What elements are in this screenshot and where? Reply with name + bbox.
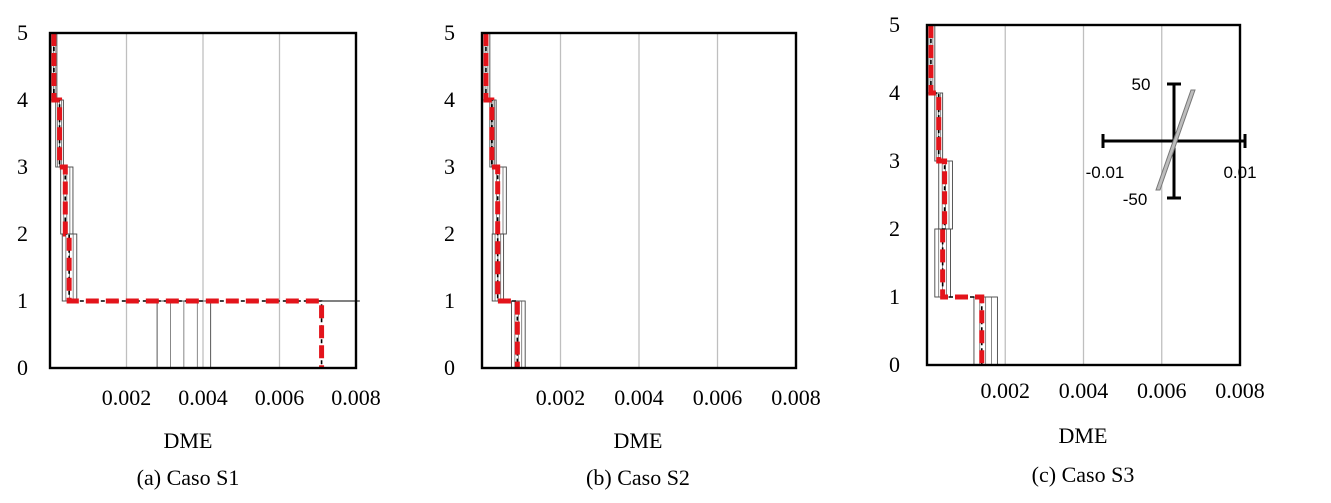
y-tick-label: 2	[17, 221, 28, 246]
y-tick-label: 0	[444, 355, 455, 380]
x-axis-title: DME	[164, 428, 213, 453]
x-axis-title: DME	[1059, 423, 1108, 448]
panel-caption: (a) Caso S1	[137, 465, 240, 490]
plot-frame	[480, 31, 798, 370]
x-tick-label: 0.004	[614, 385, 664, 410]
chart-panel-1: 0 1 2 3 4 5 0.002 0.004 0.006 0.008 DME (a) Caso S1	[17, 20, 381, 490]
y-tick-label: 1	[17, 288, 28, 313]
inset-x-label: 0.01	[1223, 163, 1256, 182]
panel-caption: (c) Caso S3	[1032, 462, 1135, 487]
mean-profile-line	[928, 25, 985, 365]
x-tick-label: 0.004	[178, 385, 228, 410]
y-tick-label: 2	[889, 216, 900, 241]
x-tick-label: 0.002	[102, 385, 152, 410]
y-tick-label: 4	[17, 87, 28, 112]
mean-profile-line	[51, 33, 325, 368]
y-tick-label: 5	[17, 20, 28, 45]
mean-profile-line	[483, 33, 520, 368]
x-tick-label: 0.002	[981, 378, 1031, 403]
chart-panel-2: 0 1 2 3 4 5 0.002 0.004 0.006 0.008 DME (b) Caso S2	[444, 20, 821, 490]
y-tick-label: 0	[17, 355, 28, 380]
panel-caption: (b) Caso S2	[586, 465, 690, 490]
y-tick-label: 3	[889, 148, 900, 173]
hysteresis-inset: -0.01 0.01 50 -50	[1086, 75, 1257, 209]
x-tick-label: 0.004	[1059, 378, 1109, 403]
y-tick-label: 5	[889, 12, 900, 37]
x-tick-label: 0.002	[536, 385, 586, 410]
y-tick-label: 3	[17, 154, 28, 179]
hysteresis-loop	[1155, 89, 1196, 191]
inset-y-label: -50	[1123, 190, 1148, 209]
y-tick-label: 4	[444, 87, 455, 112]
median-profile-line	[53, 33, 323, 368]
inset-y-label: 50	[1132, 75, 1151, 94]
y-tick-label: 1	[444, 288, 455, 313]
x-tick-label: 0.006	[693, 385, 743, 410]
y-tick-label: 5	[444, 20, 455, 45]
chart-panel-3: 0 1 2 3 4 5 0.002 0.004 0.006 0.008 DME (c) Caso S3…	[889, 12, 1265, 487]
y-tick-label: 3	[444, 154, 455, 179]
y-tick-label: 2	[444, 221, 455, 246]
y-tick-label: 4	[889, 80, 900, 105]
x-tick-label: 0.008	[1215, 378, 1265, 403]
y-tick-label: 0	[889, 352, 900, 377]
plot-frame	[48, 31, 358, 370]
x-tick-label: 0.008	[331, 385, 381, 410]
median-profile-line	[485, 33, 519, 368]
x-tick-label: 0.006	[255, 385, 305, 410]
x-tick-label: 0.006	[1137, 378, 1187, 403]
x-tick-label: 0.008	[771, 385, 821, 410]
x-axis-title: DME	[614, 428, 663, 453]
y-tick-label: 1	[889, 284, 900, 309]
inset-x-label: -0.01	[1086, 163, 1125, 182]
plot-frame	[925, 23, 1242, 367]
